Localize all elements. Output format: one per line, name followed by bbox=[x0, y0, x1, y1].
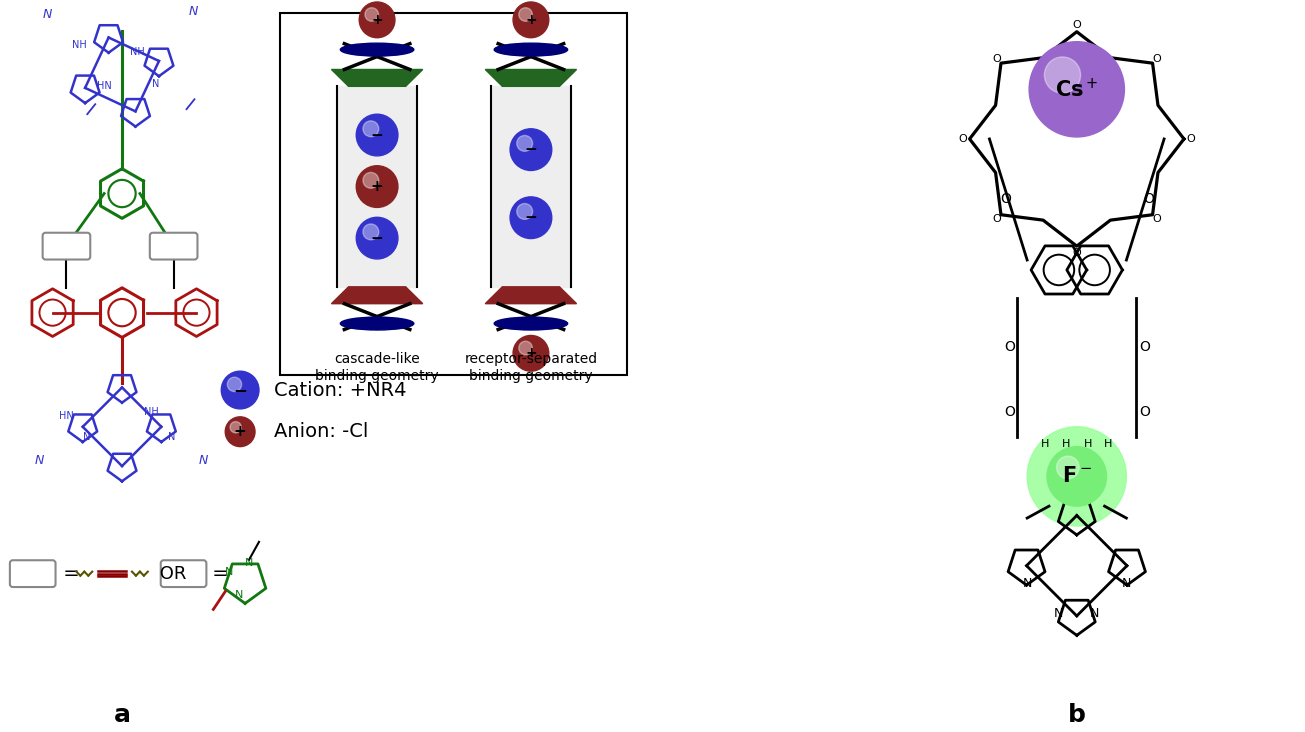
Text: =: = bbox=[56, 564, 80, 583]
Text: +: + bbox=[525, 346, 536, 360]
Text: N: N bbox=[188, 5, 198, 18]
Text: +: + bbox=[372, 13, 382, 27]
Text: H: H bbox=[1104, 438, 1113, 449]
Circle shape bbox=[363, 173, 378, 188]
Circle shape bbox=[1047, 447, 1107, 506]
Circle shape bbox=[517, 135, 532, 152]
Text: N: N bbox=[82, 432, 90, 441]
Text: N: N bbox=[1122, 577, 1131, 590]
Text: N: N bbox=[1090, 607, 1099, 620]
Polygon shape bbox=[485, 70, 577, 86]
Circle shape bbox=[363, 121, 378, 137]
Text: −: − bbox=[525, 210, 538, 225]
Text: −: − bbox=[234, 381, 247, 399]
Circle shape bbox=[510, 129, 552, 171]
Text: +: + bbox=[234, 425, 247, 439]
Ellipse shape bbox=[495, 43, 568, 56]
FancyBboxPatch shape bbox=[161, 560, 206, 587]
Text: O: O bbox=[992, 214, 1001, 224]
Circle shape bbox=[1057, 456, 1079, 479]
Polygon shape bbox=[331, 70, 423, 86]
Circle shape bbox=[510, 197, 552, 239]
Text: O: O bbox=[1152, 214, 1161, 224]
Text: O: O bbox=[1000, 193, 1011, 206]
Text: OR: OR bbox=[154, 564, 192, 583]
Text: O: O bbox=[1139, 405, 1150, 419]
Circle shape bbox=[222, 371, 258, 409]
Text: receptor-separated
binding geometry: receptor-separated binding geometry bbox=[465, 352, 598, 383]
Ellipse shape bbox=[341, 43, 414, 56]
Circle shape bbox=[359, 2, 395, 38]
Circle shape bbox=[356, 114, 398, 156]
Text: N: N bbox=[43, 8, 52, 21]
Text: Anion: -Cl: Anion: -Cl bbox=[274, 422, 368, 441]
Text: −: − bbox=[525, 142, 538, 157]
Circle shape bbox=[1044, 57, 1081, 93]
Text: O: O bbox=[1073, 20, 1081, 30]
Ellipse shape bbox=[495, 317, 568, 330]
Text: H: H bbox=[1062, 438, 1070, 449]
Text: −: − bbox=[371, 127, 384, 143]
Text: O: O bbox=[1073, 247, 1081, 258]
Bar bbox=[279, 13, 628, 375]
Circle shape bbox=[227, 377, 241, 392]
Text: O: O bbox=[1139, 340, 1150, 354]
FancyBboxPatch shape bbox=[43, 233, 90, 260]
Circle shape bbox=[519, 341, 532, 355]
Text: NH: NH bbox=[145, 407, 159, 417]
FancyBboxPatch shape bbox=[10, 560, 56, 587]
Bar bbox=[491, 86, 570, 287]
Text: NH: NH bbox=[129, 47, 145, 56]
Circle shape bbox=[356, 165, 398, 207]
Text: Cs$^+$: Cs$^+$ bbox=[1054, 78, 1099, 101]
Text: N: N bbox=[168, 432, 175, 441]
Text: F$^-$: F$^-$ bbox=[1062, 466, 1092, 486]
Text: H: H bbox=[1083, 438, 1092, 449]
Polygon shape bbox=[331, 287, 423, 304]
Circle shape bbox=[513, 335, 549, 371]
FancyBboxPatch shape bbox=[150, 233, 197, 260]
Text: −: − bbox=[371, 231, 384, 246]
Text: cascade-like
binding geometry: cascade-like binding geometry bbox=[316, 352, 438, 383]
Text: N: N bbox=[235, 591, 243, 600]
Text: N: N bbox=[198, 455, 207, 468]
Text: O: O bbox=[1186, 134, 1195, 144]
Circle shape bbox=[517, 203, 532, 220]
Text: =: = bbox=[206, 564, 230, 583]
Circle shape bbox=[356, 217, 398, 259]
Text: N: N bbox=[245, 558, 253, 568]
Text: N: N bbox=[1054, 607, 1064, 620]
Polygon shape bbox=[485, 287, 577, 304]
Text: +: + bbox=[525, 13, 536, 27]
Text: O: O bbox=[1143, 193, 1154, 206]
Text: a: a bbox=[114, 703, 130, 727]
Text: N: N bbox=[224, 567, 234, 577]
Text: Cation: +NR4: Cation: +NR4 bbox=[274, 381, 406, 400]
Text: N: N bbox=[35, 455, 44, 468]
Text: NH: NH bbox=[72, 40, 86, 50]
Text: HN: HN bbox=[97, 81, 111, 92]
Circle shape bbox=[365, 8, 378, 21]
Circle shape bbox=[363, 224, 378, 240]
Bar bbox=[338, 86, 416, 287]
Text: O: O bbox=[1152, 53, 1161, 64]
Text: b: b bbox=[1067, 703, 1086, 727]
Circle shape bbox=[226, 417, 254, 447]
Text: HN: HN bbox=[59, 411, 74, 421]
Text: O: O bbox=[992, 53, 1001, 64]
Text: O: O bbox=[959, 134, 967, 144]
Text: H: H bbox=[1041, 438, 1049, 449]
Circle shape bbox=[513, 2, 549, 38]
Text: O: O bbox=[1004, 405, 1015, 419]
Circle shape bbox=[230, 422, 241, 433]
Circle shape bbox=[1030, 42, 1125, 137]
Circle shape bbox=[1027, 427, 1126, 526]
Text: N: N bbox=[153, 79, 159, 89]
Circle shape bbox=[519, 8, 532, 21]
Ellipse shape bbox=[341, 317, 414, 330]
Text: +: + bbox=[371, 179, 384, 194]
Text: O: O bbox=[1004, 340, 1015, 354]
Text: N: N bbox=[1022, 577, 1032, 590]
